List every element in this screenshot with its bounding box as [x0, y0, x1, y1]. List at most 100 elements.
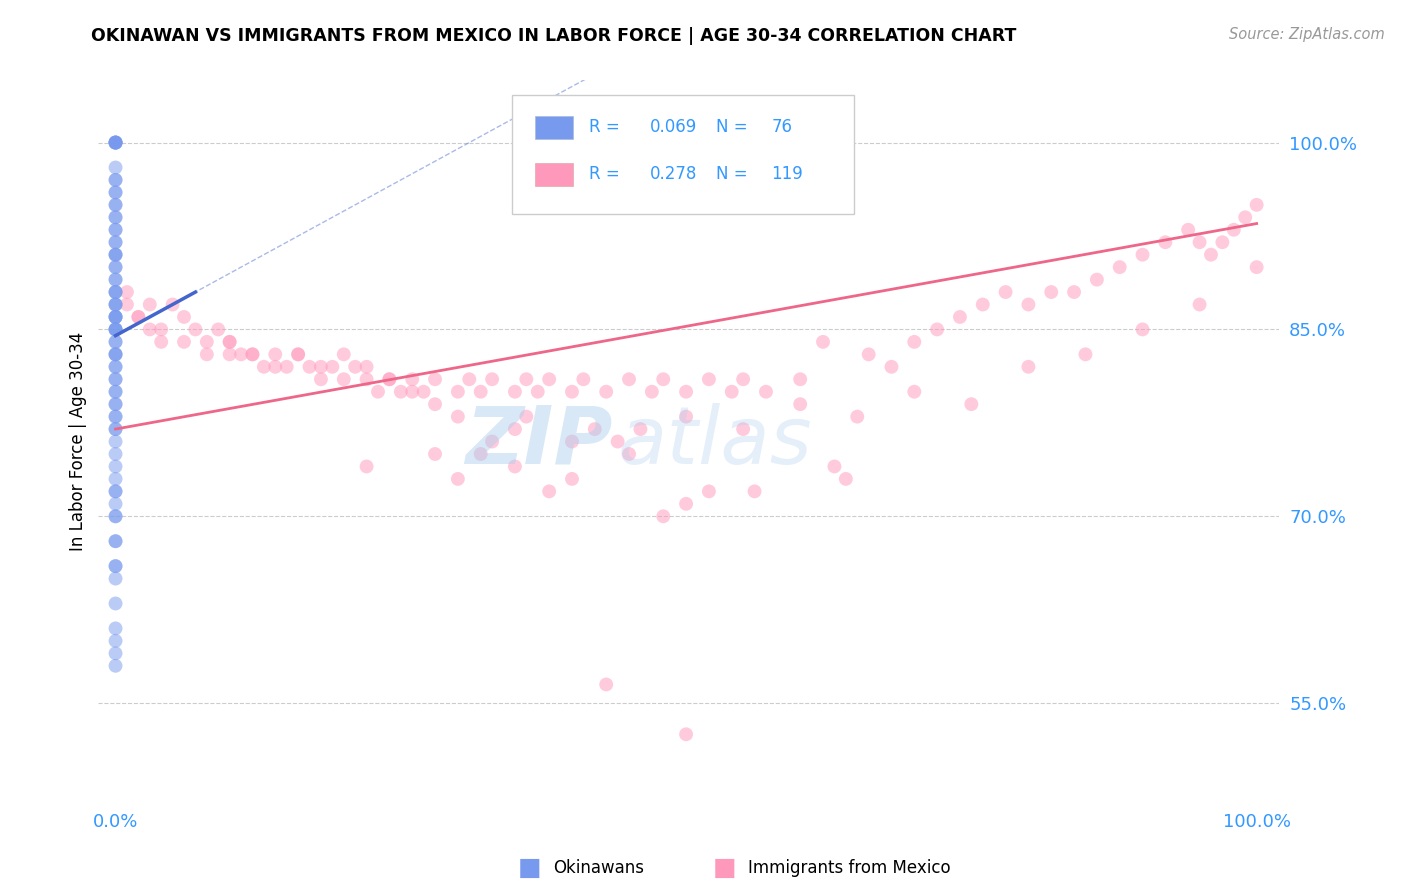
Point: [218, 347, 240, 361]
Point: [104, 136, 127, 150]
Text: 119: 119: [772, 165, 803, 183]
Point: [1246, 198, 1268, 212]
Point: [104, 260, 127, 274]
Text: ■: ■: [517, 855, 541, 880]
Point: [104, 248, 127, 262]
Point: [309, 372, 332, 386]
Point: [903, 384, 925, 399]
Point: [104, 161, 127, 175]
Point: [195, 347, 218, 361]
Point: [972, 297, 994, 311]
Point: [104, 272, 127, 286]
Point: [960, 397, 983, 411]
Point: [903, 334, 925, 349]
Point: [1188, 235, 1211, 250]
Point: [104, 621, 127, 635]
Point: [104, 422, 127, 436]
Point: [207, 322, 229, 336]
Point: [447, 409, 470, 424]
Point: [104, 322, 127, 336]
Point: [503, 459, 526, 474]
Point: [253, 359, 276, 374]
Point: [104, 248, 127, 262]
Point: [104, 198, 127, 212]
Point: [1211, 235, 1233, 250]
Point: [104, 559, 127, 574]
Text: atlas: atlas: [619, 402, 813, 481]
Point: [503, 422, 526, 436]
Point: [538, 484, 561, 499]
Point: [470, 447, 492, 461]
Point: [139, 297, 162, 311]
Point: [104, 173, 127, 187]
Point: [378, 372, 401, 386]
Point: [423, 397, 446, 411]
Point: [264, 359, 287, 374]
Point: [1246, 260, 1268, 274]
Point: [675, 409, 697, 424]
Point: [104, 434, 127, 449]
Point: [1063, 285, 1085, 299]
Point: [104, 372, 127, 386]
Text: Immigrants from Mexico: Immigrants from Mexico: [748, 859, 950, 877]
Point: [104, 472, 127, 486]
Point: [1085, 272, 1108, 286]
FancyBboxPatch shape: [512, 95, 855, 214]
Text: Okinawans: Okinawans: [553, 859, 644, 877]
Point: [104, 359, 127, 374]
Point: [675, 727, 697, 741]
Point: [104, 322, 127, 336]
Point: [104, 347, 127, 361]
Point: [515, 409, 537, 424]
Text: ■: ■: [713, 855, 737, 880]
Point: [104, 484, 127, 499]
Point: [104, 359, 127, 374]
FancyBboxPatch shape: [536, 116, 574, 139]
Point: [104, 136, 127, 150]
Point: [994, 285, 1017, 299]
Point: [104, 173, 127, 187]
Point: [583, 422, 606, 436]
Point: [617, 372, 640, 386]
Point: [332, 347, 354, 361]
Point: [378, 372, 401, 386]
Point: [423, 447, 446, 461]
Point: [104, 572, 127, 586]
Point: [733, 372, 755, 386]
Text: ZIP: ZIP: [465, 402, 612, 481]
Point: [423, 372, 446, 386]
Point: [835, 472, 858, 486]
Point: [697, 484, 720, 499]
Point: [150, 322, 173, 336]
Point: [104, 534, 127, 549]
Point: [104, 198, 127, 212]
Point: [1177, 223, 1199, 237]
Point: [104, 248, 127, 262]
Point: [104, 285, 127, 299]
Point: [447, 472, 470, 486]
Point: [503, 384, 526, 399]
Point: [470, 384, 492, 399]
Point: [195, 334, 218, 349]
Point: [276, 359, 298, 374]
Point: [104, 347, 127, 361]
Point: [356, 359, 378, 374]
Point: [104, 597, 127, 611]
Point: [104, 297, 127, 311]
Point: [104, 409, 127, 424]
Point: [572, 372, 595, 386]
Point: [104, 658, 127, 673]
Point: [458, 372, 481, 386]
Point: [104, 497, 127, 511]
Point: [173, 334, 195, 349]
Point: [652, 372, 675, 386]
Text: 0.069: 0.069: [650, 119, 697, 136]
Text: R =: R =: [589, 165, 624, 183]
Point: [104, 384, 127, 399]
Point: [1132, 322, 1154, 336]
Point: [242, 347, 264, 361]
Point: [104, 260, 127, 274]
Point: [115, 285, 138, 299]
Text: 0.278: 0.278: [650, 165, 697, 183]
Point: [104, 186, 127, 200]
